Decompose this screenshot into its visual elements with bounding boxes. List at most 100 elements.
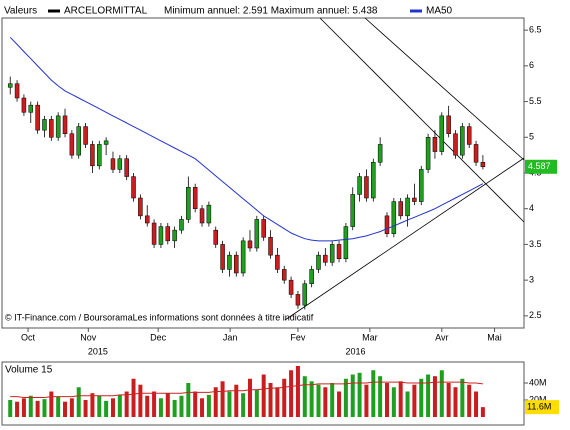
candle-body <box>432 137 438 152</box>
volume-bar <box>117 394 122 418</box>
candle-body <box>384 215 390 234</box>
candle-body <box>323 254 328 263</box>
volume-bar <box>76 387 81 418</box>
volume-bar <box>90 393 95 418</box>
y-tick-label: 40M <box>529 377 547 387</box>
volume-bar <box>364 384 369 418</box>
volume-bar <box>15 401 20 418</box>
trend-line <box>284 157 525 321</box>
price-panel <box>1 17 525 329</box>
volume-bar <box>69 398 74 418</box>
volume-bar <box>110 398 115 418</box>
y-tick-label: 3 <box>529 275 534 285</box>
y-tick-label: 20M <box>529 394 547 404</box>
volume-bar <box>49 391 54 418</box>
candle-body <box>418 169 424 202</box>
volume-bar <box>138 384 143 418</box>
candle-body <box>405 197 410 217</box>
candle-body <box>425 137 431 170</box>
candle-body <box>357 176 362 195</box>
volume-bar <box>289 370 294 418</box>
candle-body <box>172 229 177 242</box>
volume-title: Volume 15 <box>5 365 53 376</box>
candle-body <box>97 144 102 167</box>
volume-bar <box>446 383 451 418</box>
volume-bar <box>206 394 211 418</box>
volume-bar <box>83 400 88 418</box>
y-tick-label: 5 <box>529 132 534 142</box>
volume-bar <box>186 383 191 418</box>
candle-body <box>261 219 266 238</box>
volume-bar <box>323 387 328 418</box>
volume-bar <box>405 391 410 418</box>
volume-ma-line <box>10 381 483 398</box>
volume-bar <box>309 381 314 418</box>
volume-bar <box>21 398 26 418</box>
header-range: Minimum annuel: 2.591 Maximum annuel: 5.… <box>164 6 378 17</box>
candle-body <box>446 115 451 134</box>
candle-body <box>377 144 383 163</box>
candle-body <box>192 187 198 209</box>
candle-body <box>62 115 68 134</box>
candle-body <box>288 279 294 295</box>
volume-bar <box>193 391 198 418</box>
y-tick-label: 4 <box>529 203 534 213</box>
x-tick-label: Dec <box>150 332 167 342</box>
volume-bar <box>213 387 218 418</box>
volume-bar <box>145 395 150 418</box>
x-tick-label: Mai <box>487 332 502 342</box>
volume-bar <box>124 391 129 418</box>
volume-bar <box>330 383 335 418</box>
y-tick-label: 2.5 <box>529 310 542 320</box>
candle-body <box>240 240 246 274</box>
candle-body <box>90 144 95 167</box>
candle-body <box>473 144 479 163</box>
candle-body <box>21 97 27 113</box>
candle-body <box>309 269 314 284</box>
volume-bar <box>254 389 259 418</box>
volume-bar <box>337 391 342 418</box>
y-tick-label: 6 <box>529 60 534 70</box>
legend-series: ARCELORMITTAL <box>64 6 148 17</box>
last-price-label: 4.587 <box>528 161 551 171</box>
candle-body <box>179 219 184 231</box>
candle-body <box>247 240 253 249</box>
volume-bar <box>200 398 205 418</box>
candle-body <box>103 140 109 145</box>
volume-bar <box>241 393 246 418</box>
trend-line <box>364 17 525 161</box>
footer: © IT-Finance.com / BoursoramaLes informa… <box>5 312 314 322</box>
volume-bar <box>220 381 225 418</box>
volume-bar <box>42 399 47 418</box>
candle-body <box>69 133 75 156</box>
y-tick-label: 3.5 <box>529 239 542 249</box>
candle-body <box>124 158 129 177</box>
volume-bar <box>350 374 355 418</box>
volume-bar <box>35 400 40 418</box>
candle-body <box>186 187 191 220</box>
candle-body <box>234 254 239 274</box>
candle-body <box>131 176 136 199</box>
volume-bar <box>316 384 321 418</box>
volume-bar <box>384 383 389 418</box>
volume-bar <box>295 365 300 418</box>
candle-body <box>350 194 355 227</box>
candle-body <box>42 119 47 131</box>
volume-bar <box>268 383 273 418</box>
volume-bar <box>247 378 252 418</box>
volume-bar <box>426 374 431 418</box>
trend-line <box>319 17 525 223</box>
candle-body <box>480 162 486 168</box>
y-tick-label: 5.5 <box>529 96 542 106</box>
candle-body <box>295 294 301 306</box>
candle-body <box>206 204 212 224</box>
volume-bar <box>460 378 465 418</box>
candle-body <box>254 219 260 249</box>
candle-body <box>158 226 164 245</box>
volume-bar <box>371 370 376 418</box>
candle-body <box>144 215 150 224</box>
volume-bar <box>378 376 383 418</box>
volume-bar <box>63 401 68 418</box>
candle-body <box>439 115 445 152</box>
